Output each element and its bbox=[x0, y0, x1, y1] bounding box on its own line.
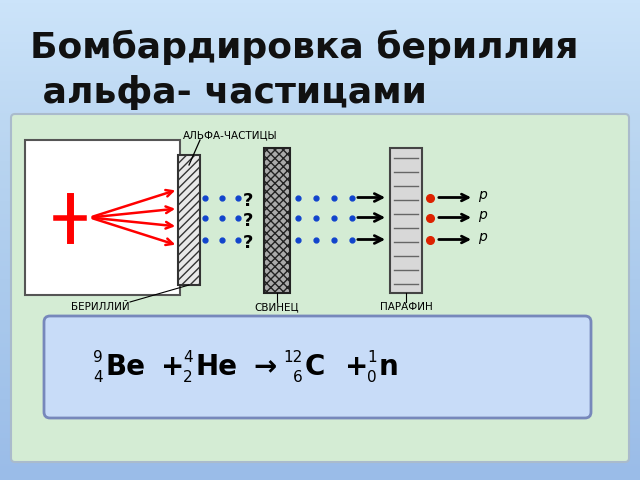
Text: Бомбардировка бериллия: Бомбардировка бериллия bbox=[30, 30, 579, 65]
Text: СВИНЕЦ: СВИНЕЦ bbox=[255, 302, 300, 312]
Text: ?: ? bbox=[243, 192, 253, 209]
Text: АЛЬФА-ЧАСТИЦЫ: АЛЬФА-ЧАСТИЦЫ bbox=[182, 130, 277, 140]
Bar bbox=[264, 148, 290, 293]
Text: He: He bbox=[195, 353, 237, 381]
Text: 2: 2 bbox=[184, 370, 193, 384]
FancyBboxPatch shape bbox=[44, 316, 591, 418]
Bar bbox=[25, 140, 180, 295]
Text: ПАРАФИН: ПАРАФИН bbox=[380, 302, 433, 312]
Text: →: → bbox=[253, 353, 276, 381]
Text: р: р bbox=[478, 230, 487, 244]
Text: n: n bbox=[379, 353, 399, 381]
Text: +: + bbox=[161, 353, 185, 381]
Text: 12: 12 bbox=[284, 349, 303, 364]
Text: ?: ? bbox=[243, 212, 253, 229]
Text: альфа- частицами: альфа- частицами bbox=[30, 75, 427, 110]
Text: 6: 6 bbox=[293, 370, 303, 384]
Bar bbox=[390, 148, 422, 293]
FancyBboxPatch shape bbox=[11, 114, 629, 462]
Text: 0: 0 bbox=[367, 370, 377, 384]
Text: 9: 9 bbox=[93, 349, 103, 364]
Text: C: C bbox=[305, 353, 325, 381]
Text: 1: 1 bbox=[367, 349, 377, 364]
Text: 4: 4 bbox=[93, 370, 103, 384]
Text: 4: 4 bbox=[184, 349, 193, 364]
Text: р: р bbox=[478, 189, 487, 203]
Bar bbox=[178, 155, 200, 285]
Text: р: р bbox=[478, 208, 487, 223]
Text: БЕРИЛЛИЙ: БЕРИЛЛИЙ bbox=[70, 302, 129, 312]
Text: Be: Be bbox=[105, 353, 145, 381]
Text: +: + bbox=[346, 353, 369, 381]
Text: ?: ? bbox=[243, 233, 253, 252]
